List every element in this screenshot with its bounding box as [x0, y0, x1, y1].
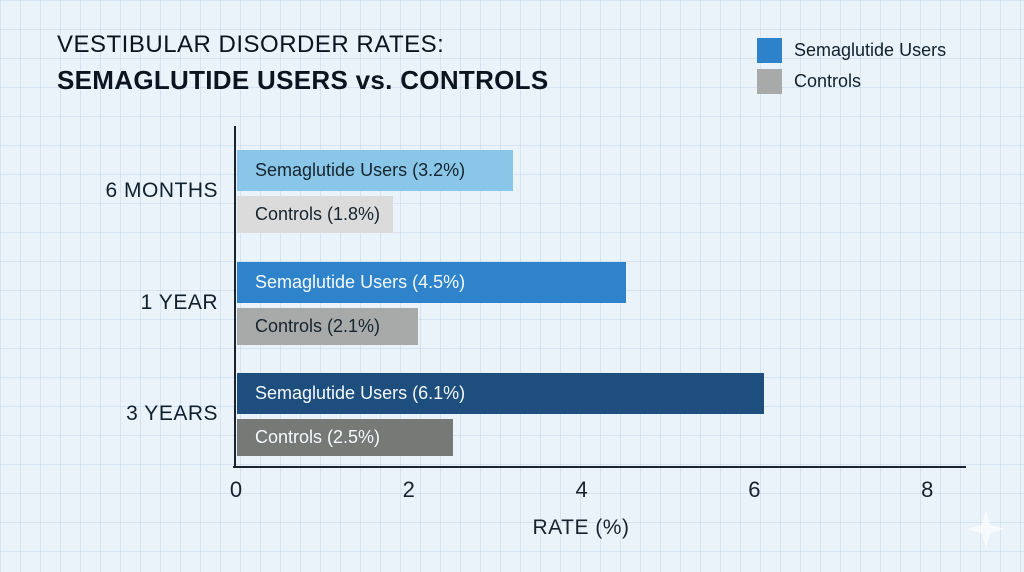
- x-axis-tick-label: 6: [748, 477, 761, 502]
- y-axis-line: [234, 126, 236, 467]
- bar-semaglutide: Semaglutide Users (6.1%): [237, 373, 764, 414]
- bar-value-label: Semaglutide Users (6.1%): [255, 383, 466, 403]
- legend: Semaglutide Users Controls: [757, 38, 946, 100]
- bar-value-label: Semaglutide Users (4.5%): [255, 272, 466, 292]
- x-axis-title: RATE (%): [532, 516, 630, 539]
- legend-swatch-controls-icon: [757, 69, 782, 94]
- four-point-star-icon: [967, 510, 1005, 548]
- legend-swatch-semaglutide-icon: [757, 38, 782, 63]
- bar-controls: Controls (2.5%): [237, 419, 453, 456]
- x-axis-tick-label: 4: [575, 477, 588, 502]
- chart-title-line2: SEMAGLUTIDE USERS vs. CONTROLS: [57, 65, 549, 95]
- bar-controls: Controls (1.8%): [237, 196, 393, 233]
- x-axis-tick-label: 2: [402, 477, 415, 502]
- category-label: 6 MONTHS: [105, 178, 218, 202]
- bar-value-label: Controls (2.1%): [255, 316, 381, 336]
- x-axis-tick-label: 0: [229, 477, 243, 502]
- category-label: 3 YEARS: [126, 401, 218, 425]
- bar-semaglutide: Semaglutide Users (4.5%): [237, 262, 626, 303]
- bar-semaglutide: Semaglutide Users (3.2%): [237, 150, 513, 191]
- bar-controls: Controls (2.1%): [237, 308, 418, 345]
- legend-label-controls: Controls: [794, 71, 862, 91]
- legend-label-semaglutide: Semaglutide Users: [794, 40, 947, 60]
- x-axis-tick-label: 8: [921, 477, 934, 502]
- legend-item-controls: Controls: [757, 69, 946, 94]
- category-label: 1 YEAR: [140, 290, 218, 314]
- x-axis-line: [233, 466, 966, 468]
- bar-value-label: Controls (2.5%): [255, 427, 381, 447]
- legend-item-semaglutide: Semaglutide Users: [757, 38, 946, 63]
- chart-title-line1: VESTIBULAR DISORDER RATES:: [57, 31, 445, 58]
- bar-value-label: Semaglutide Users (3.2%): [255, 160, 466, 180]
- bar-value-label: Controls (1.8%): [255, 204, 381, 224]
- chart-title: VESTIBULAR DISORDER RATES: SEMAGLUTIDE U…: [57, 30, 549, 97]
